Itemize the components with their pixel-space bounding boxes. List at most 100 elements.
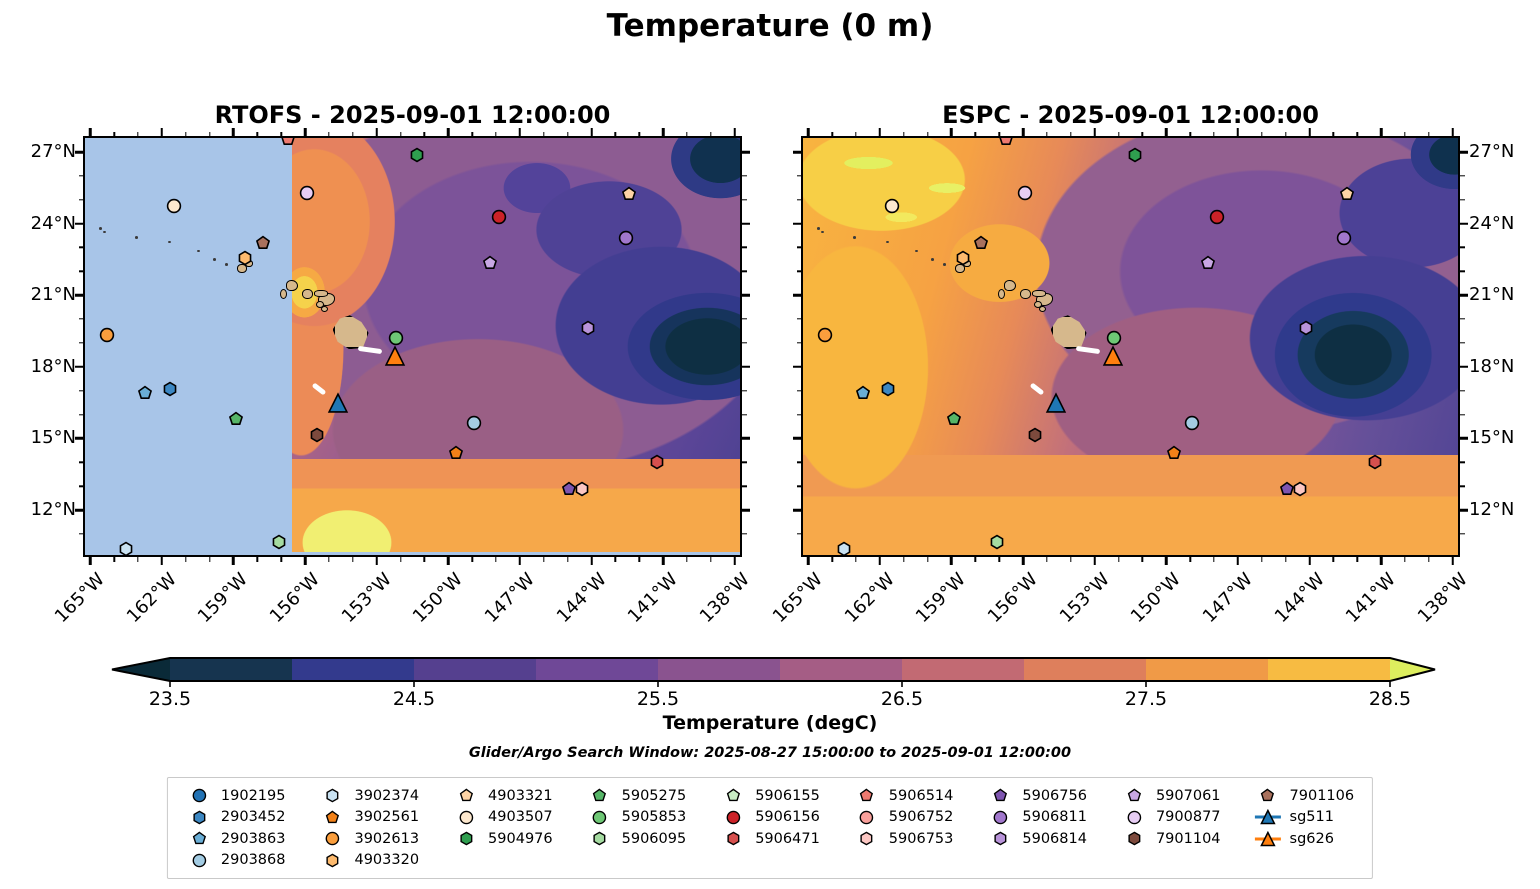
- axis-tick: [926, 557, 929, 562]
- pentagon-marker-icon: [186, 831, 212, 846]
- lat-tick-label: 24°N: [30, 212, 76, 234]
- axis-tick: [75, 150, 83, 154]
- espc-temperature-field: [803, 138, 1458, 555]
- espc-map: [793, 128, 1468, 565]
- axis-tick: [423, 131, 426, 136]
- axis-tick: [566, 131, 569, 136]
- axis-tick: [1379, 557, 1383, 565]
- axis-tick: [1332, 557, 1335, 562]
- islet-speck: [943, 263, 947, 266]
- float-marker-2903863: [137, 385, 153, 401]
- axis-tick: [796, 318, 801, 320]
- axis-tick: [75, 293, 83, 297]
- axis-tick: [926, 131, 929, 136]
- axis-tick: [1451, 557, 1454, 565]
- float-marker-5906814: [580, 320, 596, 336]
- pentagon-marker-icon: [987, 788, 1013, 803]
- axis-tick: [831, 557, 833, 562]
- axis-tick: [518, 128, 522, 136]
- float-marker-5906753: [574, 481, 590, 497]
- colorbar-tick-label: 26.5: [880, 688, 924, 710]
- axis-tick: [1460, 342, 1465, 344]
- axis-tick: [590, 557, 593, 565]
- float-marker-5905853: [1106, 330, 1122, 346]
- axis-tick: [638, 557, 640, 562]
- axis-tick: [742, 246, 747, 249]
- axis-tick: [590, 128, 593, 136]
- legend-item-7901104: 7901104: [1121, 828, 1221, 850]
- axis-tick: [1117, 557, 1120, 562]
- lat-tick-label: 27°N: [1469, 141, 1515, 162]
- circle-marker-icon: [186, 788, 212, 803]
- axis-tick: [1189, 131, 1191, 136]
- axis-tick: [1460, 389, 1465, 392]
- axis-tick: [1460, 293, 1468, 297]
- pentagon-marker-icon: [720, 788, 746, 803]
- lon-tick-label: 165°W: [768, 569, 828, 628]
- axis-tick: [614, 557, 617, 562]
- lon-tick-label: 144°W: [552, 569, 611, 628]
- lat-tick-label: 24°N: [1469, 212, 1515, 234]
- legend-item-5906814: 5906814: [987, 828, 1087, 850]
- float-marker-5906814: [1298, 320, 1314, 336]
- legend-item-2903868: 2903868: [186, 850, 285, 872]
- triangle-marker-icon: [1254, 830, 1281, 847]
- axis-tick: [1460, 246, 1465, 249]
- float-marker-2903863: [855, 385, 871, 401]
- axis-tick: [796, 342, 801, 344]
- axis-tick: [742, 175, 747, 177]
- islet-speck: [821, 230, 825, 234]
- circle-marker-icon: [186, 853, 212, 868]
- axis-tick: [185, 557, 187, 562]
- lon-tick-label: 156°W: [983, 569, 1042, 628]
- axis-tick: [793, 293, 801, 297]
- hexagon-marker-icon: [319, 853, 345, 868]
- axis-tick: [256, 131, 259, 136]
- island-oahu: [1019, 288, 1031, 299]
- float-marker-5906514: [280, 138, 296, 147]
- axis-tick: [1093, 557, 1096, 565]
- legend-item-5904976: 5904976: [453, 828, 553, 850]
- island-niihau: [997, 288, 1005, 299]
- axis-tick: [1261, 131, 1263, 136]
- legend-label: 5906155: [755, 787, 820, 804]
- hexagon-marker-icon: [453, 831, 479, 846]
- axis-tick: [1460, 533, 1465, 535]
- axis-tick: [742, 365, 750, 369]
- axis-tick: [399, 557, 402, 562]
- legend-label: 3902561: [354, 809, 420, 826]
- axis-tick: [1428, 131, 1430, 136]
- axis-tick: [78, 318, 83, 320]
- lon-tick-label: 153°W: [1055, 569, 1114, 628]
- legend-label: 5906471: [755, 830, 820, 847]
- float-marker-7900877: [299, 185, 315, 201]
- colorbar-tick-label: 24.5: [392, 688, 436, 710]
- axis-tick: [303, 557, 307, 565]
- float-marker-7901104: [309, 427, 325, 443]
- lon-tick-label: 147°W: [1198, 569, 1257, 628]
- island-kauai: [1004, 279, 1017, 291]
- colorbar: [100, 656, 1448, 690]
- pentagon-marker-icon: [319, 810, 345, 825]
- legend-label: 5904976: [488, 830, 553, 847]
- axis-tick: [495, 131, 497, 136]
- axis-tick: [113, 131, 115, 136]
- axis-tick: [1356, 131, 1358, 136]
- axis-tick: [543, 557, 545, 562]
- legend-label: 5906756: [1022, 787, 1087, 804]
- axis-tick: [208, 557, 211, 562]
- float-marker-7900877: [1017, 185, 1033, 201]
- axis-tick: [661, 128, 665, 136]
- colorbar-tick-label: 27.5: [1124, 688, 1168, 710]
- legend-label: 2903863: [220, 830, 286, 847]
- island-lanai: [315, 301, 324, 309]
- islet-speck: [853, 236, 857, 239]
- float-marker-5906156: [1209, 209, 1225, 225]
- axis-tick: [614, 131, 617, 136]
- axis-tick: [793, 150, 801, 154]
- axis-tick: [399, 131, 402, 136]
- hexagon-marker-icon: [987, 831, 1013, 846]
- legend-label: 2903452: [220, 809, 286, 826]
- axis-tick: [78, 342, 83, 344]
- axis-tick: [280, 131, 282, 136]
